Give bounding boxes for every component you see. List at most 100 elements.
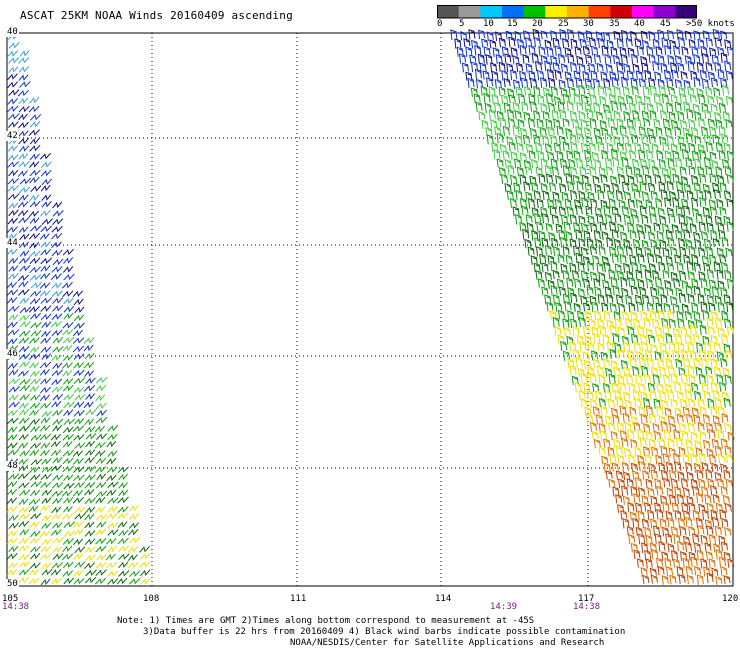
wind-barb xyxy=(623,214,631,226)
wind-barb xyxy=(85,408,97,416)
wind-barb xyxy=(680,551,688,561)
wind-barb xyxy=(559,29,567,40)
wind-barb xyxy=(597,318,605,329)
wind-barb xyxy=(29,409,40,417)
wind-barb xyxy=(63,297,74,305)
wind-barb xyxy=(648,263,656,273)
wind-barb xyxy=(528,150,536,160)
wind-barb xyxy=(62,321,74,329)
wind-barb xyxy=(117,512,129,520)
wind-barb xyxy=(602,103,611,113)
wind-barb xyxy=(62,449,75,457)
wind-barb xyxy=(664,279,672,289)
wind-barb xyxy=(615,294,624,304)
wind-barb xyxy=(641,214,649,225)
wind-barb xyxy=(700,126,709,136)
wind-barb xyxy=(525,63,533,73)
wind-barb xyxy=(631,333,639,344)
wind-barb xyxy=(710,406,718,416)
wind-barb xyxy=(636,173,644,184)
wind-barb xyxy=(650,343,658,353)
wind-barb xyxy=(659,366,667,377)
wind-barb xyxy=(582,70,590,81)
wind-barb xyxy=(632,110,640,121)
wind-barb xyxy=(721,391,729,401)
wind-barb xyxy=(694,439,702,449)
wind-barb xyxy=(507,117,516,128)
wind-barbs xyxy=(6,28,735,586)
wind-barb xyxy=(652,422,660,433)
wind-barb xyxy=(585,54,593,64)
wind-barb xyxy=(40,442,51,449)
wind-barb xyxy=(542,110,550,120)
wind-barb xyxy=(458,53,467,64)
wind-barb xyxy=(499,117,507,128)
wind-barb xyxy=(51,313,63,321)
wind-barb xyxy=(607,446,615,457)
wind-barb xyxy=(623,391,631,401)
wind-barb xyxy=(638,126,646,136)
colorbar-label: >50 knots xyxy=(686,19,735,29)
wind-barb xyxy=(717,68,725,80)
wind-barb xyxy=(634,142,642,152)
wind-barb xyxy=(675,229,683,240)
wind-barb xyxy=(670,62,678,73)
wind-barb xyxy=(7,480,18,488)
wind-barb xyxy=(643,373,651,385)
wind-barb xyxy=(62,513,74,520)
wind-barb xyxy=(610,148,618,160)
wind-barb xyxy=(585,30,593,41)
wind-barb xyxy=(706,572,714,584)
wind-barb xyxy=(724,527,732,537)
wind-barb xyxy=(8,57,20,64)
wind-barb xyxy=(471,61,479,73)
wind-barb xyxy=(689,223,697,233)
wind-barb xyxy=(573,93,581,104)
wind-barb xyxy=(685,413,694,424)
wind-barb xyxy=(598,422,606,433)
wind-barb xyxy=(640,341,649,352)
wind-barb xyxy=(703,156,711,168)
wind-barb xyxy=(51,481,64,489)
wind-barb xyxy=(639,286,647,296)
wind-barb xyxy=(688,118,696,129)
wind-barb xyxy=(667,157,675,169)
wind-barb xyxy=(554,326,562,336)
wind-barb xyxy=(7,73,18,81)
colorbar-label: 40 xyxy=(634,19,645,29)
wind-barb xyxy=(538,45,546,56)
wind-barb xyxy=(8,257,19,265)
wind-barb xyxy=(660,495,668,504)
wind-barb xyxy=(527,117,535,129)
wind-barb xyxy=(128,577,141,585)
wind-barb xyxy=(645,558,653,569)
wind-barb xyxy=(627,349,635,360)
wind-barb xyxy=(619,46,627,57)
wind-barb xyxy=(726,198,734,208)
wind-barb xyxy=(510,151,518,161)
wind-barb xyxy=(555,175,563,184)
wind-barb xyxy=(681,148,689,160)
wind-barb xyxy=(576,158,584,169)
wind-barb xyxy=(52,393,64,401)
wind-barb xyxy=(62,266,74,273)
wind-barb xyxy=(719,253,727,264)
wind-barb xyxy=(589,295,597,305)
wind-barb xyxy=(475,78,484,89)
wind-barb xyxy=(107,497,119,504)
wind-barb xyxy=(708,279,716,289)
wind-barb xyxy=(533,110,541,120)
wind-barb xyxy=(18,289,30,296)
wind-barb xyxy=(656,557,664,568)
wind-barb xyxy=(30,552,41,560)
wind-barb xyxy=(529,175,537,185)
wind-barb xyxy=(18,513,31,521)
wind-barb xyxy=(583,359,591,370)
wind-barb xyxy=(41,538,52,546)
wind-barb xyxy=(701,486,709,497)
wind-barb xyxy=(585,157,593,168)
wind-barb xyxy=(677,517,686,528)
wind-barb xyxy=(18,113,28,121)
wind-barb xyxy=(485,54,493,65)
wind-barb xyxy=(696,574,704,586)
